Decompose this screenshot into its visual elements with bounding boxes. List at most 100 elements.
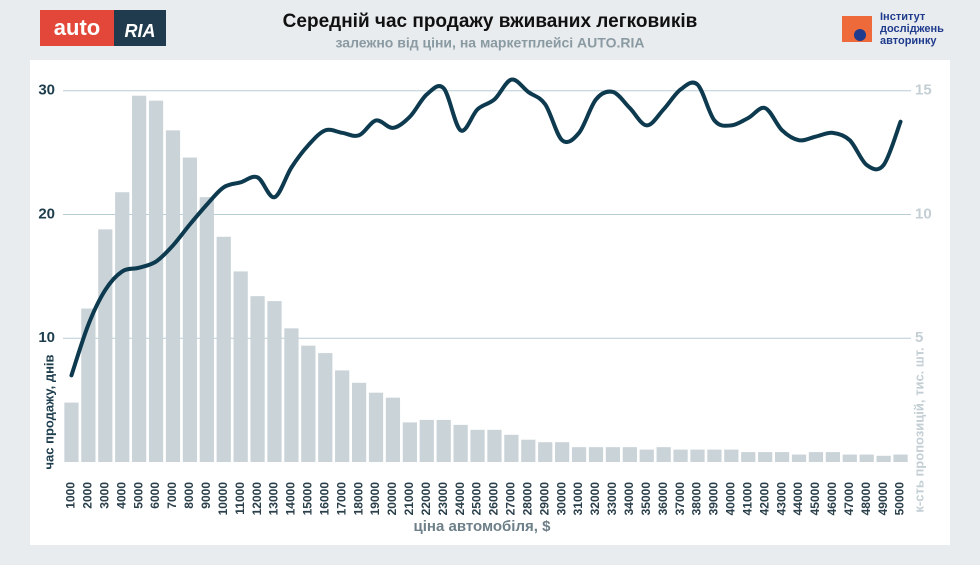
- bar: [893, 454, 908, 462]
- x-tick-label: 46000: [825, 482, 839, 516]
- bar: [791, 454, 807, 462]
- bar: [521, 439, 536, 462]
- line: [69, 77, 903, 378]
- x-tick-label: 27000: [504, 482, 518, 516]
- y2-axis-label: к-сть пропозицій, тис. шт.: [911, 347, 926, 512]
- bar: [825, 452, 840, 462]
- x-tick-label: 10000: [216, 482, 230, 516]
- x-tick-label: 3000: [97, 482, 111, 509]
- x-tick-label: 39000: [707, 482, 721, 516]
- x-axis-label: ціна автомобіля, $: [414, 518, 552, 535]
- bar: [165, 130, 181, 462]
- bar: [842, 454, 857, 462]
- bar: [402, 422, 417, 462]
- bar: [284, 328, 299, 462]
- logo-ria-box: [114, 10, 166, 46]
- x-tick-label: 28000: [520, 482, 534, 516]
- bar: [656, 447, 671, 462]
- x-tick-label: 35000: [639, 482, 653, 516]
- logo-auto-box: [40, 10, 114, 46]
- bar: [81, 308, 96, 462]
- bar: [504, 434, 519, 462]
- bar: [724, 449, 739, 462]
- x-tick-label: 42000: [757, 482, 771, 516]
- bar: [774, 452, 790, 462]
- y-tick-label: 10: [38, 329, 55, 346]
- x-tick-label: 12000: [250, 482, 264, 516]
- bar: [351, 382, 367, 462]
- y2-tick-label: 5: [915, 329, 923, 346]
- institute-name: Інститут: [880, 11, 926, 23]
- bar: [148, 100, 164, 463]
- bar: [216, 236, 231, 462]
- x-tick-label: 18000: [351, 482, 365, 516]
- x-tick-label: 33000: [605, 482, 619, 516]
- x-tick-label: 43000: [774, 482, 788, 516]
- x-tick-label: 40000: [724, 482, 738, 516]
- x-tick-label: 16000: [317, 482, 331, 516]
- bar: [453, 424, 468, 462]
- bar: [98, 229, 113, 462]
- bar: [318, 353, 333, 462]
- institute-icon-dot: [854, 29, 866, 41]
- chart-title: Середній час продажу вживаних легковиків: [283, 11, 698, 32]
- bar: [758, 452, 773, 462]
- bar: [673, 449, 688, 462]
- bar: [233, 271, 248, 462]
- bar: [876, 455, 891, 462]
- bar: [199, 197, 214, 463]
- bar: [741, 452, 756, 462]
- x-tick-label: 29000: [537, 482, 551, 516]
- y-tick-label: 30: [38, 82, 55, 99]
- bar: [250, 296, 265, 462]
- bar: [808, 452, 824, 462]
- x-tick-label: 50000: [893, 482, 907, 516]
- bar: [690, 449, 705, 462]
- x-tick-label: 5000: [131, 482, 145, 509]
- x-tick-label: 15000: [301, 482, 315, 516]
- bar: [368, 392, 384, 462]
- bar: [859, 454, 874, 462]
- x-tick-label: 24000: [453, 482, 467, 516]
- institute-name: авторинку: [880, 35, 937, 47]
- logo-ria: RIA: [125, 21, 156, 41]
- x-tick-label: 14000: [284, 482, 298, 516]
- logo-auto: auto: [54, 15, 100, 40]
- bar: [132, 95, 147, 462]
- bar: [555, 442, 570, 462]
- y2-tick-label: 15: [915, 82, 932, 99]
- bar: [571, 447, 587, 462]
- x-tick-label: 11000: [233, 482, 247, 515]
- x-tick-label: 47000: [842, 482, 856, 516]
- x-tick-label: 9000: [199, 482, 213, 509]
- bar: [182, 157, 198, 462]
- bar: [487, 429, 502, 462]
- x-tick-label: 4000: [114, 482, 128, 509]
- x-tick-label: 37000: [673, 482, 687, 516]
- bar: [622, 447, 637, 462]
- bar: [64, 402, 79, 462]
- x-tick-label: 1000: [64, 482, 78, 509]
- x-tick-label: 20000: [385, 482, 399, 516]
- bar: [301, 345, 316, 462]
- x-tick-label: 31000: [571, 482, 585, 516]
- x-tick-label: 41000: [740, 482, 754, 516]
- bar: [267, 301, 282, 462]
- x-tick-label: 30000: [554, 482, 568, 516]
- y2-tick-label: 10: [915, 205, 932, 222]
- x-tick-label: 26000: [487, 482, 501, 516]
- x-tick-label: 22000: [419, 482, 433, 516]
- chart-subtitle: залежно від ціни, на маркетплейсі AUTO.R…: [336, 35, 645, 51]
- bar: [436, 419, 451, 462]
- bar: [470, 429, 485, 462]
- x-tick-label: 19000: [368, 482, 382, 516]
- x-tick-label: 2000: [81, 482, 95, 509]
- x-tick-label: 48000: [859, 482, 873, 516]
- bar: [588, 447, 604, 462]
- bar: [707, 449, 722, 462]
- x-tick-label: 49000: [876, 482, 890, 516]
- x-tick-label: 6000: [148, 482, 162, 509]
- bar: [385, 397, 401, 462]
- x-tick-label: 38000: [690, 482, 704, 516]
